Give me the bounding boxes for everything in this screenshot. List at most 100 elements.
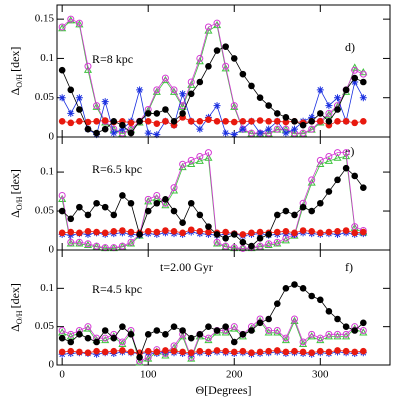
marker [291,347,298,355]
marker [127,348,135,356]
y-tick-label: 0.1 [40,166,54,178]
marker [84,334,92,342]
marker [118,338,126,346]
marker [325,188,333,195]
marker [162,196,169,203]
marker [256,129,264,137]
marker [187,334,195,342]
marker [205,348,212,356]
marker [282,348,290,356]
marker [213,19,221,27]
marker [58,117,66,125]
marker [316,334,324,342]
marker [187,117,195,125]
marker [299,348,307,356]
marker [205,62,212,70]
marker [187,226,195,234]
marker [324,156,333,164]
marker [239,125,247,133]
marker [282,334,290,342]
marker [273,110,281,117]
plot-frame [56,249,391,366]
marker [351,119,359,127]
marker [101,125,109,133]
marker [196,227,204,235]
marker [161,351,170,359]
marker [76,203,83,211]
marker [84,62,92,70]
marker [273,300,281,307]
marker [212,20,222,29]
marker [360,347,367,355]
marker [281,335,290,344]
marker [308,330,316,338]
marker [265,240,273,248]
marker [221,64,230,72]
marker [334,94,342,102]
marker [196,152,204,160]
marker [317,110,324,117]
marker [205,223,212,230]
marker [204,26,213,34]
marker [359,328,368,336]
marker [101,229,109,237]
marker [204,335,213,344]
marker [110,347,118,355]
marker [170,347,178,355]
marker [153,191,161,199]
marker [308,113,316,121]
marker [205,116,212,124]
marker [247,129,255,137]
x-tick-label: 100 [140,369,157,381]
marker [179,160,187,168]
marker [265,231,272,238]
marker [290,315,298,323]
marker [67,238,75,246]
marker [93,338,100,346]
marker [153,131,161,139]
marker [161,74,169,82]
marker [325,117,333,125]
marker [162,227,169,234]
marker [248,117,255,125]
marker [101,335,110,344]
marker [308,292,315,300]
marker [187,78,195,86]
marker [179,219,186,227]
marker [110,117,118,125]
marker [101,334,109,342]
marker [205,323,212,330]
marker [342,164,350,172]
marker [187,354,196,362]
marker [248,327,255,334]
marker [84,211,92,219]
marker [230,323,238,331]
marker [325,102,333,110]
y-tick-label: 0.1 [40,52,54,64]
marker [196,211,204,219]
y-label-subscript: O/H [15,310,24,324]
marker [136,354,143,361]
marker [204,149,212,157]
marker [187,156,195,164]
marker [222,323,229,330]
marker [196,117,204,125]
marker [119,121,126,129]
panel: 0 0.05 0.1 0 100 200 300 Θ[Degrees] ΔO/H [dex] t=2… [8,249,391,397]
marker [256,117,264,124]
marker [127,199,135,207]
marker [265,102,272,109]
marker [299,339,308,347]
marker [239,331,247,338]
marker [170,323,178,330]
marker [334,227,341,235]
marker [342,347,350,355]
marker [333,153,342,161]
marker [196,54,204,62]
y-axis-label: ΔO/H [dex] [8,283,24,332]
marker [196,78,204,86]
marker [127,228,135,236]
x-tick-label: 300 [312,369,329,381]
marker [222,129,230,137]
